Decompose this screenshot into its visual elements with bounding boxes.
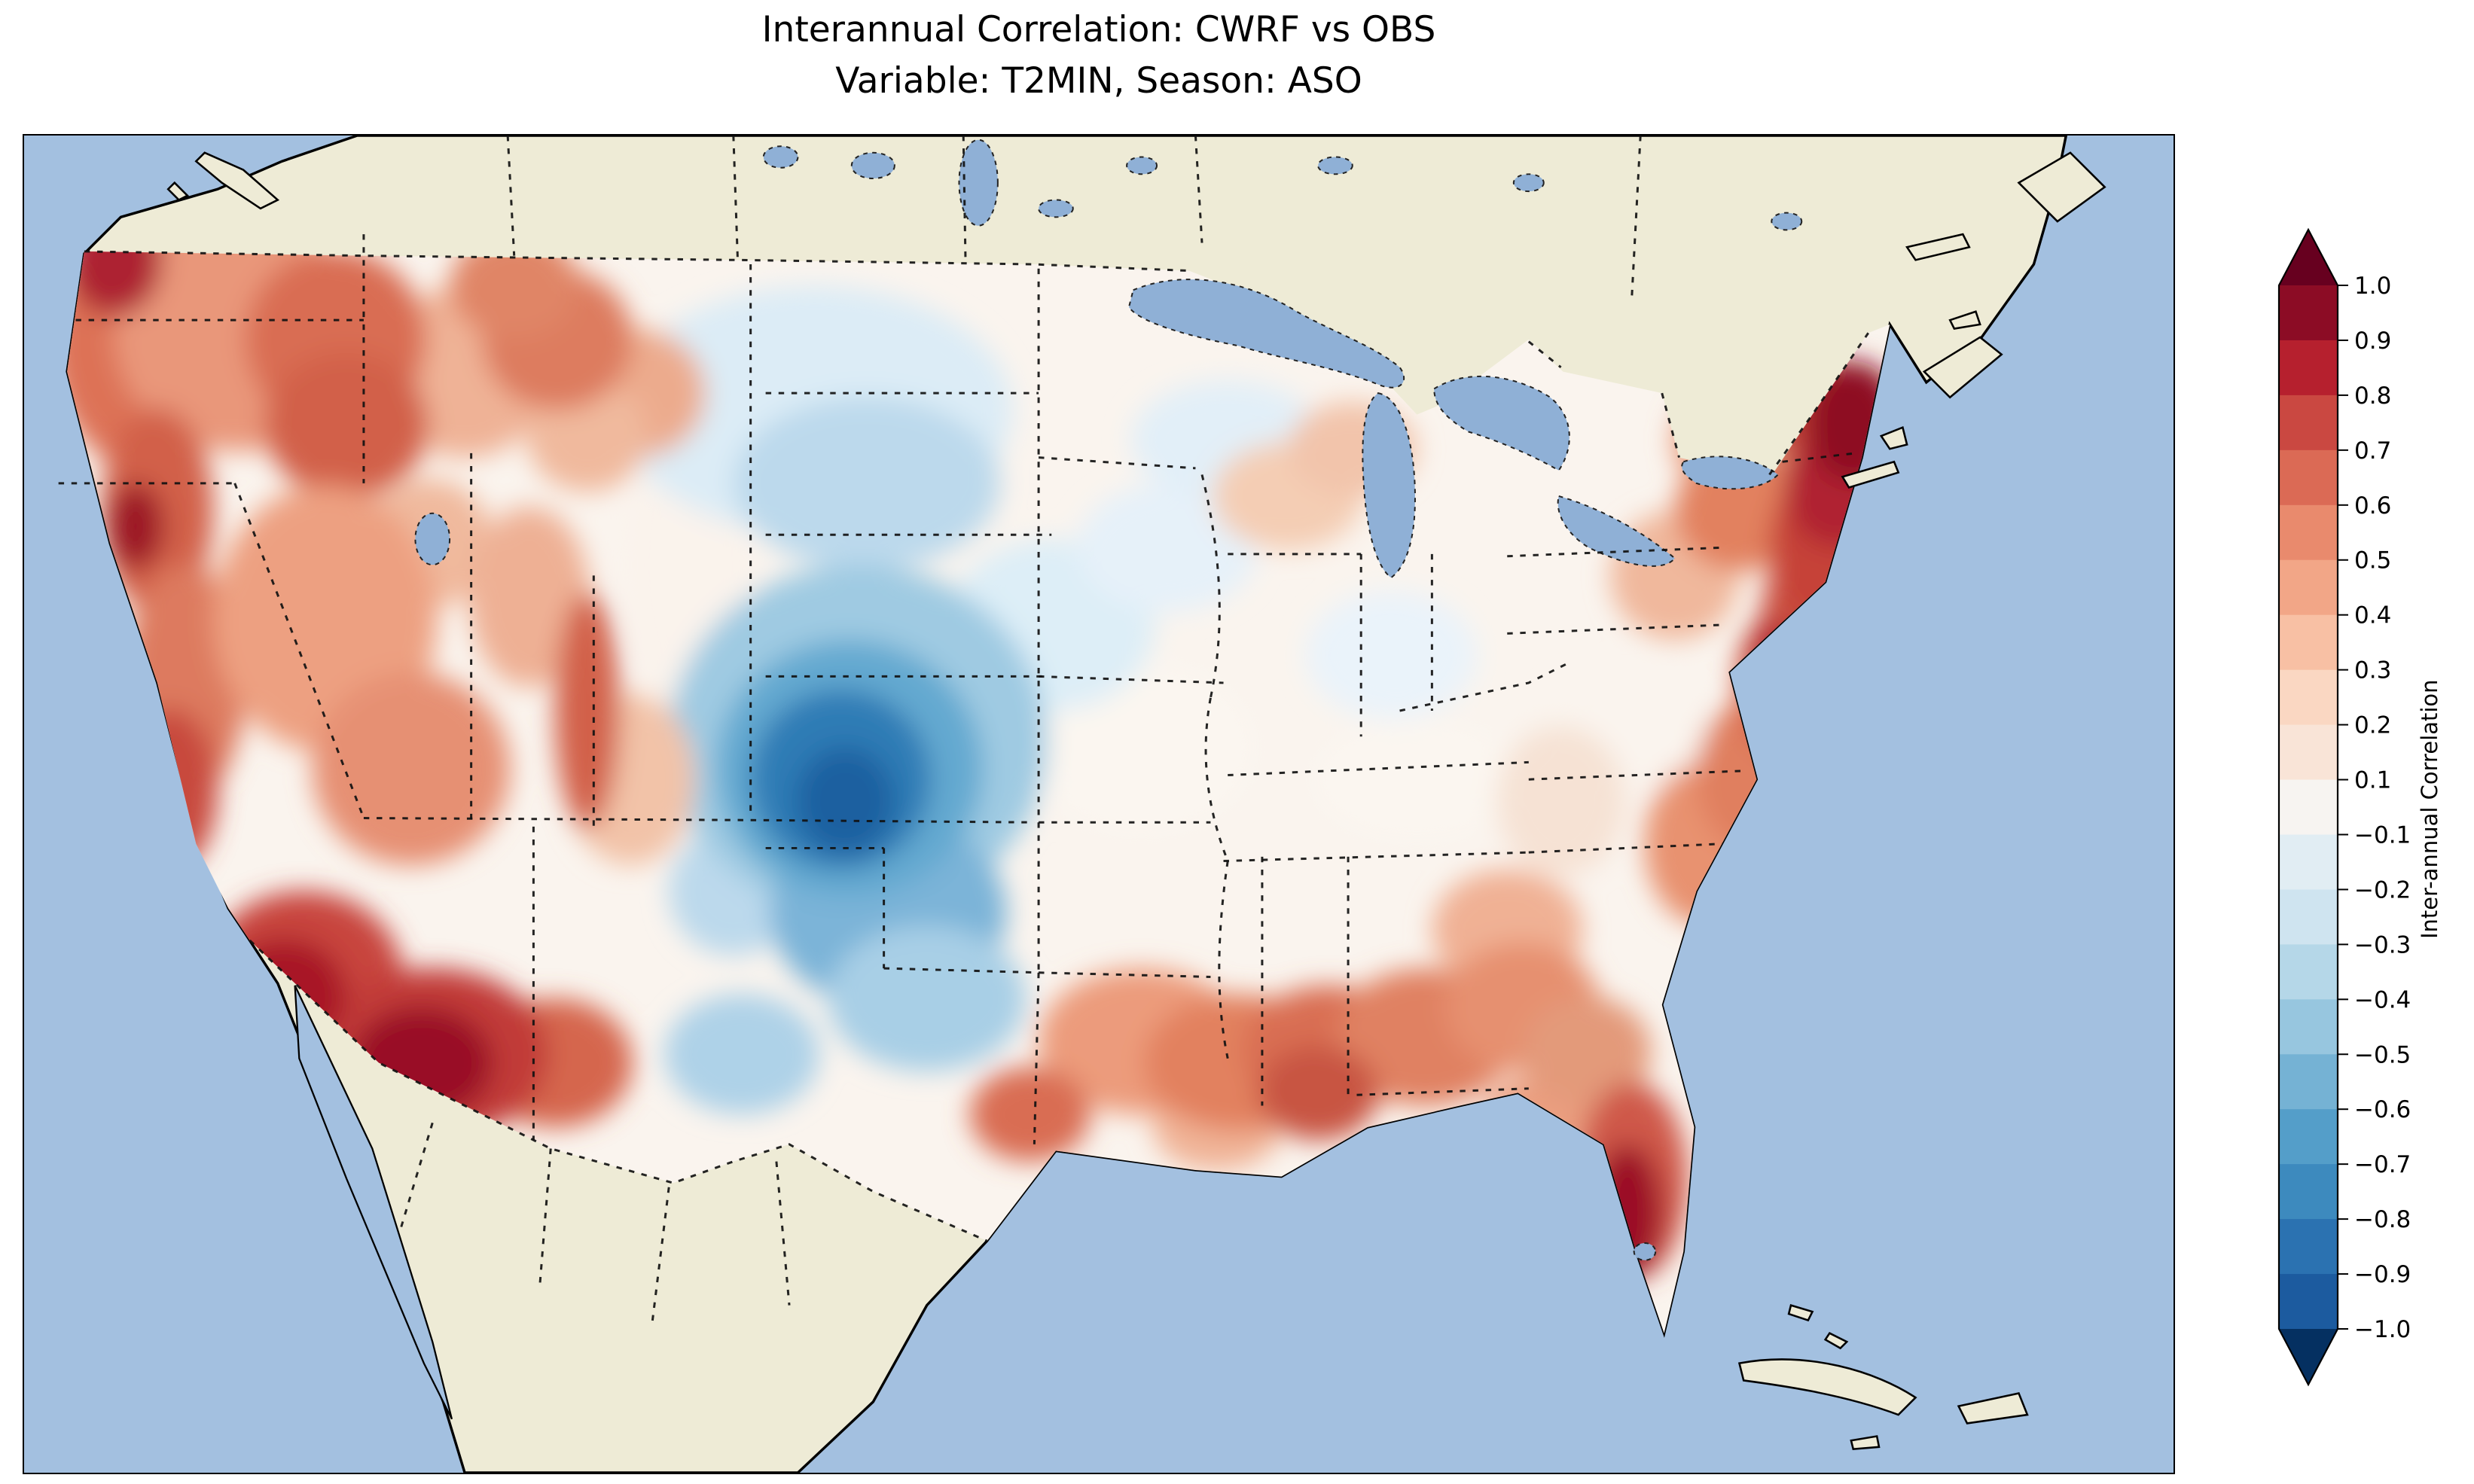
colorbar-tick-label: 0.5 [2354, 547, 2391, 574]
colorbar-segment [2279, 395, 2338, 451]
colorbar-tick-label: −0.7 [2354, 1151, 2411, 1178]
gulf-of-california [294, 985, 453, 1420]
colorbar-segment [2279, 889, 2338, 945]
colorbar-tick-label: −0.8 [2354, 1206, 2411, 1233]
colorbar-svg: 1.0 0.9 0.8 0.7 0.6 0.5 0.4 0.3 0.2 0.1 −0.1 −0.2 −0… [2277, 227, 2411, 1387]
colorbar-segment [2279, 1054, 2338, 1110]
colorbar-under-arrow [2279, 1329, 2338, 1385]
colorbar-segment [2279, 834, 2338, 891]
colorbar-segment [2279, 944, 2338, 1000]
chart-title-line1: Interannual Correlation: CWRF vs OBS [761, 9, 1436, 50]
colorbar-tick-label: −0.5 [2354, 1041, 2411, 1068]
colorbar-segment [2279, 285, 2338, 341]
colorbar-tick-label: −0.3 [2354, 931, 2411, 958]
colorbar-segment [2279, 614, 2338, 671]
political-borders [58, 136, 1869, 1327]
colorbar-tick-label: −0.6 [2354, 1096, 2411, 1123]
colorbar-segment [2279, 504, 2338, 561]
colorbar-tick-label: −0.1 [2354, 821, 2411, 849]
colorbar-segment [2279, 1164, 2338, 1220]
map-frame [23, 134, 2175, 1474]
islands [166, 151, 2106, 1451]
colorbar-segment [2279, 559, 2338, 616]
chart-title: Interannual Correlation: CWRF vs OBS Var… [23, 5, 2175, 107]
colorbar-tick-label: 0.3 [2354, 657, 2391, 684]
colorbar-segment [2279, 449, 2338, 506]
colorbar-axis-label: Inter-annual Correlation [2417, 679, 2442, 940]
colorbar-tick-label: 0.6 [2354, 492, 2391, 520]
colorbar-segment [2279, 669, 2338, 726]
colorbar: 1.0 0.9 0.8 0.7 0.6 0.5 0.4 0.3 0.2 0.1 −0.1 −0.2 −0… [2274, 222, 2474, 1397]
colorbar-segment [2279, 1109, 2338, 1165]
colorbar-tick-label: −0.9 [2354, 1261, 2411, 1288]
colorbar-over-arrow [2279, 230, 2338, 285]
colorbar-tick-label: 0.9 [2354, 328, 2391, 355]
chart-title-line2: Variable: T2MIN, Season: ASO [835, 60, 1362, 102]
colorbar-tick-label: 0.1 [2354, 767, 2391, 794]
colorbar-segment [2279, 779, 2338, 836]
lakes [414, 139, 1803, 1261]
colorbar-tick-label: 0.8 [2354, 382, 2391, 410]
colorbar-tick-label: 0.4 [2354, 602, 2391, 629]
colorbar-segment [2279, 340, 2338, 396]
colorbar-segment [2279, 724, 2338, 781]
colorbar-segment [2279, 999, 2338, 1055]
colorbar-tick-label: −0.4 [2354, 986, 2411, 1013]
colorbar-tick-label: −1.0 [2354, 1316, 2411, 1343]
conus-correlation-map [24, 136, 2174, 1473]
colorbar-tick-label: −0.2 [2354, 876, 2411, 904]
colorbar-segment [2279, 1219, 2338, 1275]
colorbar-segment [2279, 1274, 2338, 1330]
colorbar-tick-label: 0.7 [2354, 437, 2391, 465]
colorbar-tick-label: 1.0 [2354, 273, 2391, 300]
colorbar-tick-label: 0.2 [2354, 712, 2391, 739]
